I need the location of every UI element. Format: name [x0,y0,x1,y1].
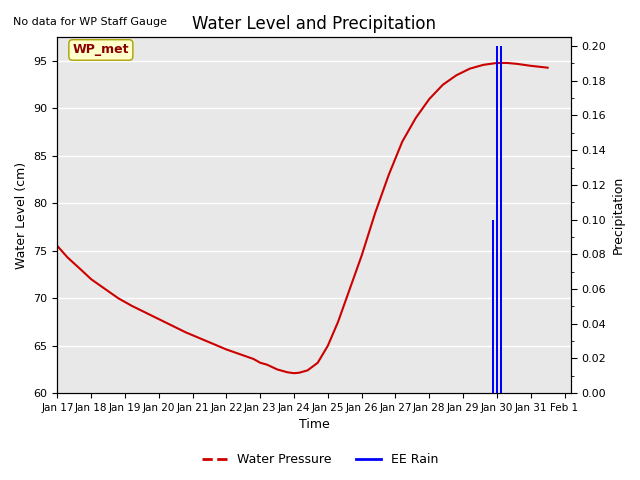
Legend: Water Pressure, EE Rain: Water Pressure, EE Rain [196,448,444,471]
Bar [500,46,502,393]
Y-axis label: Water Level (cm): Water Level (cm) [15,162,28,269]
Bar [492,219,494,393]
Text: WP_met: WP_met [72,44,129,57]
Y-axis label: Precipitation: Precipitation [612,176,625,254]
X-axis label: Time: Time [299,419,330,432]
Bar [496,46,498,393]
Title: Water Level and Precipitation: Water Level and Precipitation [193,15,436,33]
Text: No data for WP Staff Gauge: No data for WP Staff Gauge [13,17,167,27]
